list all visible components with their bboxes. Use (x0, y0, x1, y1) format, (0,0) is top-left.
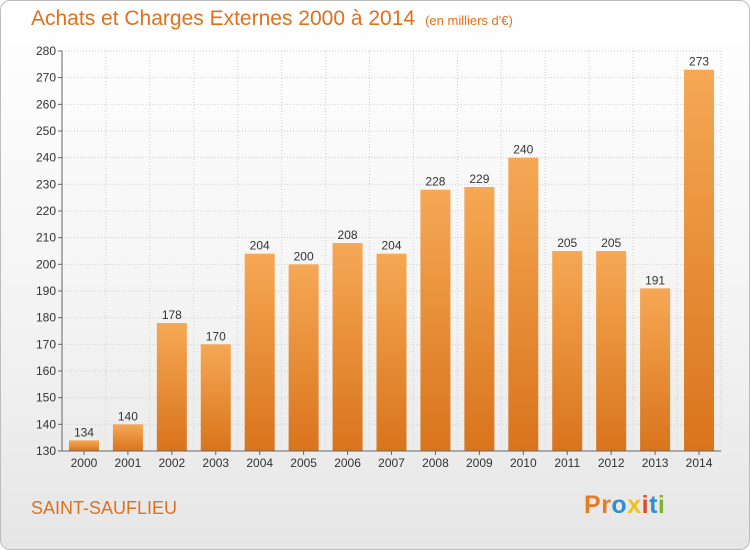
bars (68, 69, 715, 452)
data-label-2006: 208 (338, 228, 358, 242)
y-tick-label: 190 (36, 284, 56, 298)
data-label-2003: 170 (206, 329, 226, 343)
logo-letter: r (601, 491, 612, 519)
x-tick-label-2008: 2008 (422, 456, 449, 470)
chart-unit: (en milliers d'€) (425, 13, 513, 28)
data-label-2008: 228 (425, 175, 445, 189)
data-label-2002: 178 (162, 308, 182, 322)
y-tick-label: 260 (36, 97, 56, 111)
x-tick-label-2005: 2005 (290, 456, 317, 470)
logo-letter: t (649, 491, 658, 519)
data-label-2009: 229 (469, 172, 489, 186)
y-tick-label: 200 (36, 257, 56, 271)
y-tick-label: 180 (36, 311, 56, 325)
bar-2013 (640, 288, 671, 451)
data-label-2001: 140 (118, 409, 138, 423)
bar-2006 (332, 243, 363, 451)
y-tick-label: 140 (36, 417, 56, 431)
x-tick-label-2003: 2003 (202, 456, 229, 470)
x-tick-label-2011: 2011 (554, 456, 580, 470)
y-tick-label: 250 (36, 124, 56, 138)
data-label-2011: 205 (557, 236, 577, 250)
y-tick-label: 280 (36, 44, 56, 58)
bar-2011 (552, 251, 583, 451)
logo-letter: i (641, 491, 650, 519)
bar-2002 (156, 323, 187, 451)
bar-2004 (244, 253, 275, 451)
bar-2008 (420, 189, 451, 451)
logo-letter: P (584, 491, 602, 519)
x-tick-label-2006: 2006 (334, 456, 361, 470)
x-tick-label-2013: 2013 (642, 456, 669, 470)
y-tick-label: 220 (36, 204, 56, 218)
y-tick-label: 150 (36, 391, 56, 405)
bar-2001 (112, 424, 143, 451)
bar-2005 (288, 264, 319, 451)
y-tick-label: 230 (36, 177, 56, 191)
x-tick-label-2014: 2014 (686, 456, 713, 470)
data-label-2010: 240 (513, 143, 533, 157)
x-tick-label-2000: 2000 (71, 456, 98, 470)
data-label-2000: 134 (74, 425, 94, 439)
bar-2000 (68, 440, 99, 451)
logo-letter: x (627, 491, 642, 519)
x-tick-label-2009: 2009 (466, 456, 493, 470)
bar-2007 (376, 253, 407, 451)
proxiti-logo: Proxiti (584, 491, 665, 520)
bar-2014 (684, 69, 715, 452)
y-tick-label: 130 (36, 444, 56, 458)
x-tick-label-2010: 2010 (510, 456, 537, 470)
logo-letter: i (657, 491, 666, 519)
chart-title-text: Achats et Charges Externes 2000 à 2014 (31, 7, 416, 30)
commune-name: SAINT-SAUFLIEU (31, 498, 178, 518)
y-tick-label: 240 (36, 151, 56, 165)
data-label-2004: 204 (250, 239, 270, 253)
y-tick-label: 270 (36, 71, 56, 85)
x-tick-label-2012: 2012 (598, 456, 625, 470)
logo-letter: o (611, 491, 628, 519)
data-label-2013: 191 (645, 273, 665, 287)
data-label-2012: 205 (601, 236, 621, 250)
bar-2010 (508, 157, 539, 451)
bar-2003 (200, 344, 231, 451)
data-label-2007: 204 (381, 239, 401, 253)
data-label-2014: 273 (689, 55, 709, 69)
axes: 130 140 150 160 170 180 190 200 210 220 230 240 250 2… (36, 44, 721, 470)
bar-2009 (464, 187, 495, 451)
x-tick-label-2007: 2007 (378, 456, 405, 470)
y-tick-label: 170 (36, 337, 56, 351)
y-tick-label: 210 (36, 231, 56, 245)
data-labels: 134 140 178 170 204 200 208 204 228 229 240 205 205 1… (74, 55, 709, 440)
x-tick-label-2004: 2004 (246, 456, 273, 470)
bar-2012 (596, 251, 627, 451)
y-tick-label: 160 (36, 364, 56, 378)
data-label-2005: 200 (294, 249, 314, 263)
chart-title: Achats et Charges Externes 2000 à 2014 (e… (31, 7, 513, 31)
x-tick-label-2002: 2002 (158, 456, 185, 470)
x-tick-label-2001: 2001 (115, 456, 142, 470)
